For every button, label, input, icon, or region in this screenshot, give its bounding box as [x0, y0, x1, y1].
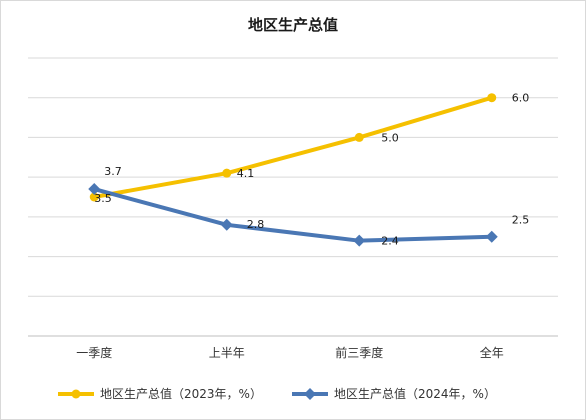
series-point: [220, 218, 233, 231]
x-tick-label: 全年: [480, 345, 504, 360]
series-point: [353, 234, 366, 247]
data-label: 3.7: [104, 165, 122, 178]
x-axis-ticks: 一季度 上半年 前三季度 全年: [76, 345, 504, 360]
data-label: 2.4: [381, 235, 399, 248]
series-point: [88, 183, 101, 196]
data-label: 2.8: [247, 218, 265, 231]
series-point: [354, 132, 364, 142]
x-tick-label: 一季度: [76, 345, 112, 360]
series-layer: [88, 93, 498, 247]
legend: 地区生产总值（2023年，%） 地区生产总值（2024年，%）: [58, 386, 496, 401]
series-line-1: [92, 95, 494, 199]
x-tick-label: 前三季度: [335, 345, 383, 360]
series-point: [89, 192, 99, 202]
x-tick-label: 上半年: [209, 346, 245, 360]
data-label: 2.5: [512, 214, 530, 227]
series-point: [487, 93, 497, 103]
legend-marker: [304, 388, 316, 400]
chart-title: 地区生产总值: [247, 16, 338, 34]
legend-marker: [71, 389, 81, 399]
series-point: [222, 168, 232, 178]
data-labels: 3.5 4.1 5.0 6.0 3.7 2.8 2.4 2.5: [94, 92, 529, 248]
data-label: 3.5: [94, 192, 112, 205]
legend-label: 地区生产总值（2023年，%）: [100, 386, 262, 401]
series-point: [485, 230, 498, 243]
series-line-2: [92, 187, 494, 243]
data-label: 4.1: [237, 167, 255, 180]
legend-label: 地区生产总值（2024年，%）: [334, 386, 496, 401]
data-label: 5.0: [381, 131, 399, 144]
grid-lines: [28, 57, 558, 337]
data-label: 6.0: [512, 92, 530, 105]
